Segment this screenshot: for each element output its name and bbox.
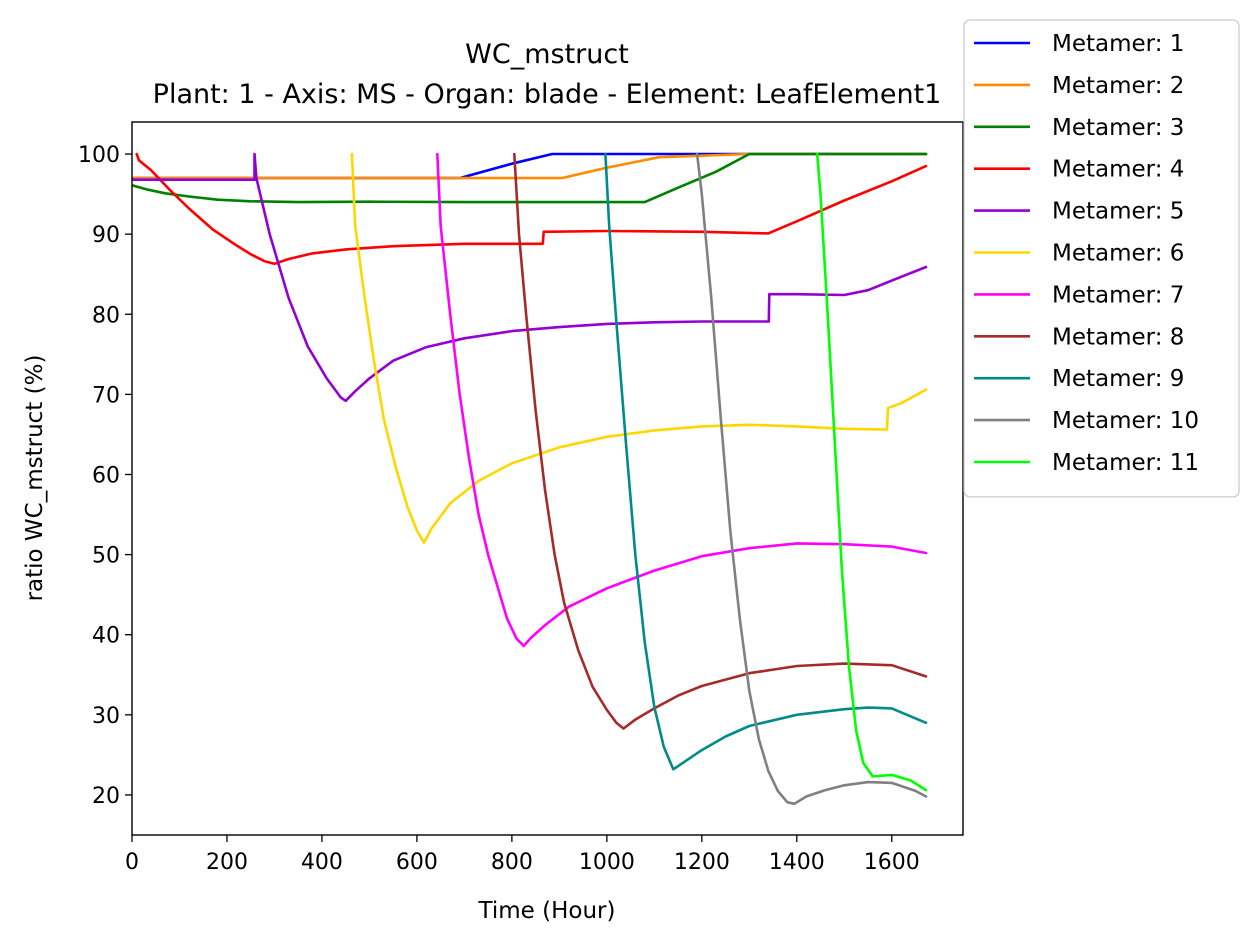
series-line-metamer-4 [135,152,928,266]
chart-subtitle: Plant: 1 - Axis: MS - Organ: blade - Ele… [153,79,942,110]
x-tick-label: 1400 [769,850,825,875]
chart-title: WC_mstruct [465,39,629,70]
x-tick-label: 1000 [579,850,635,875]
legend-label-metamer-11: Metamer: 11 [1052,450,1199,476]
y-tick-label: 60 [92,463,120,488]
plot-frame [131,121,964,836]
legend-label-metamer-1: Metamer: 1 [1052,31,1184,57]
y-tick-label: 100 [78,143,120,168]
x-tick-label: 600 [396,850,438,875]
series-line-metamer-9 [604,152,928,771]
series-line-metamer-2 [132,152,928,180]
series-line-metamer-6 [350,152,928,544]
axis-ticks: 0 200 400 600 800 1000 1200 1400 1600 20 30 40 50 60 7… [78,143,920,875]
legend-label-metamer-10: Metamer: 10 [1052,408,1199,434]
x-tick-label: 0 [125,850,139,875]
legend-label-metamer-2: Metamer: 2 [1052,73,1184,99]
x-tick-label: 200 [206,850,248,875]
x-tick-label: 1200 [674,850,730,875]
legend: Metamer: 1 Metamer: 2 Metamer: 3 Metamer: 4… [963,19,1240,498]
series-line-metamer-8 [513,152,928,730]
series-line-metamer-1 [132,152,928,180]
legend-label-metamer-7: Metamer: 7 [1052,282,1184,308]
series-lines [132,152,928,806]
legend-label-metamer-4: Metamer: 4 [1052,157,1184,183]
y-tick-label: 30 [92,704,120,729]
series-line-metamer-7 [436,152,928,648]
y-tick-label: 90 [92,223,120,248]
y-tick-label: 50 [92,544,120,569]
legend-label-metamer-3: Metamer: 3 [1052,115,1184,141]
y-tick-label: 70 [92,383,120,408]
legend-label-metamer-6: Metamer: 6 [1052,241,1184,267]
x-axis-label: Time (Hour) [478,898,616,924]
legend-label-metamer-9: Metamer: 9 [1052,366,1184,392]
x-tick-label: 1600 [864,850,920,875]
x-tick-label: 800 [491,850,533,875]
legend-label-metamer-8: Metamer: 8 [1052,324,1184,350]
series-line-metamer-5 [132,152,928,403]
legend-label-metamer-5: Metamer: 5 [1052,199,1184,225]
legend-box [963,19,1240,498]
y-tick-label: 40 [92,624,120,649]
plot-area [131,121,964,836]
y-axis-label: ratio WC_mstruct (%) [22,355,48,602]
y-tick-label: 80 [92,303,120,328]
series-line-metamer-11 [815,152,928,792]
series-line-metamer-10 [695,152,928,806]
x-tick-label: 400 [301,850,343,875]
y-tick-label: 20 [92,784,120,809]
